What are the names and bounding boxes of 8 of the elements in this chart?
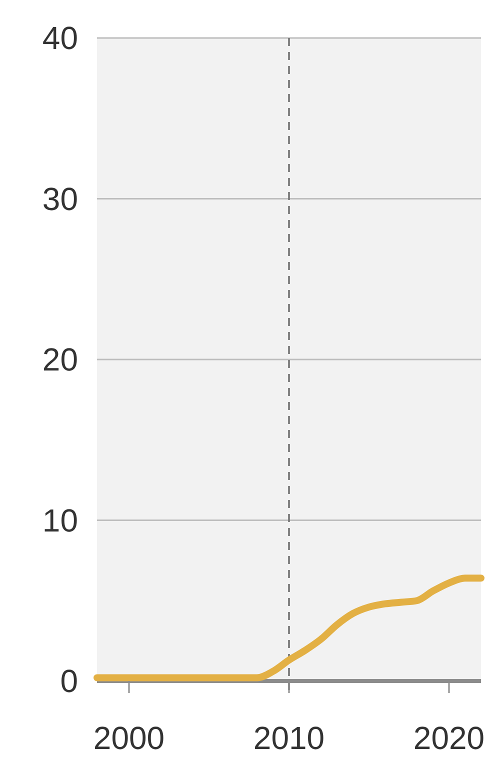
y-tick-label: 40 — [42, 20, 78, 56]
y-tick-label: 0 — [60, 663, 78, 699]
y-tick-label: 30 — [42, 180, 78, 217]
y-tick-label: 20 — [42, 342, 78, 378]
x-tick-label: 2020 — [413, 720, 485, 756]
x-tick-label: 2010 — [253, 720, 325, 756]
y-tick-label: 10 — [42, 502, 78, 538]
x-tick-label: 2000 — [93, 720, 165, 756]
